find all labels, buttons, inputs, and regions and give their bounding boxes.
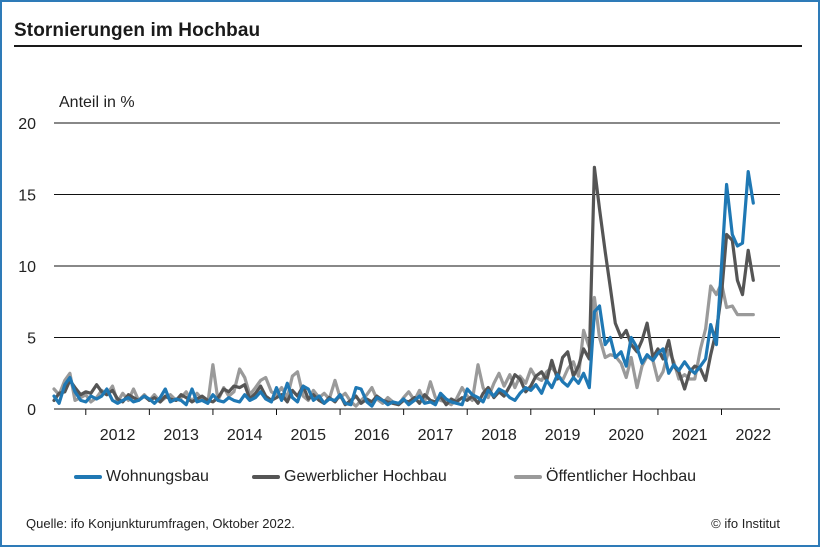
gridlines (54, 122, 780, 338)
legend-item-oeffentlich: Öffentlicher Hochbau (514, 468, 696, 486)
y-tick-label: 5 (27, 331, 36, 348)
y-axis-label: Anteil in % (59, 94, 135, 111)
x-tick-label-2015: 2015 (290, 427, 326, 444)
x-tick-label-2019: 2019 (545, 427, 581, 444)
legend-label-gewerblich: Gewerblicher Hochbau (284, 468, 447, 485)
legend-item-gewerblich: Gewerblicher Hochbau (252, 468, 447, 486)
y-tick-label: 10 (18, 259, 36, 276)
series-line-gewerblich (52, 165, 755, 407)
chart-title: Stornierungen im Hochbau (14, 20, 261, 41)
x-tick-label-2014: 2014 (227, 427, 263, 444)
x-tick-label-2013: 2013 (163, 427, 199, 444)
x-tick-label-2022: 2022 (736, 427, 772, 444)
legend-item-wohnungsbau: Wohnungsbau (74, 468, 209, 486)
x-axis: 2012 2013 2014 2015 2016 2017 2018 2019 2020 2021… (54, 408, 780, 444)
source-note: Quelle: ifo Konjunkturumfragen, Oktober … (26, 516, 295, 531)
y-tick-label: 0 (27, 402, 36, 419)
legend-label-oeffentlich: Öffentlicher Hochbau (546, 468, 697, 485)
series-lines (52, 165, 755, 408)
y-tick-label: 15 (18, 188, 36, 205)
x-tick-label-2020: 2020 (608, 427, 644, 444)
series-line-wohnungsbau (52, 170, 755, 408)
y-axis-ticks: 0 5 10 15 20 (18, 116, 36, 419)
x-tick-label-2018: 2018 (481, 427, 517, 444)
legend-swatch-gewerblich (252, 475, 280, 479)
x-tick-label-2021: 2021 (672, 427, 708, 444)
legend-label-wohnungsbau: Wohnungsbau (106, 468, 209, 485)
legend-swatch-oeffentlich (514, 475, 542, 479)
x-tick-label-2017: 2017 (418, 427, 454, 444)
x-tick-label-2012: 2012 (100, 427, 136, 444)
title-underline (14, 45, 802, 47)
x-tick-label-2016: 2016 (354, 427, 390, 444)
y-tick-label: 20 (18, 116, 36, 133)
legend: Wohnungsbau Gewerblicher Hochbau Öffentl… (74, 468, 794, 492)
series-line-oeffentlich (52, 281, 755, 408)
copyright-note: © ifo Institut (711, 516, 780, 531)
legend-swatch-wohnungsbau (74, 475, 102, 479)
